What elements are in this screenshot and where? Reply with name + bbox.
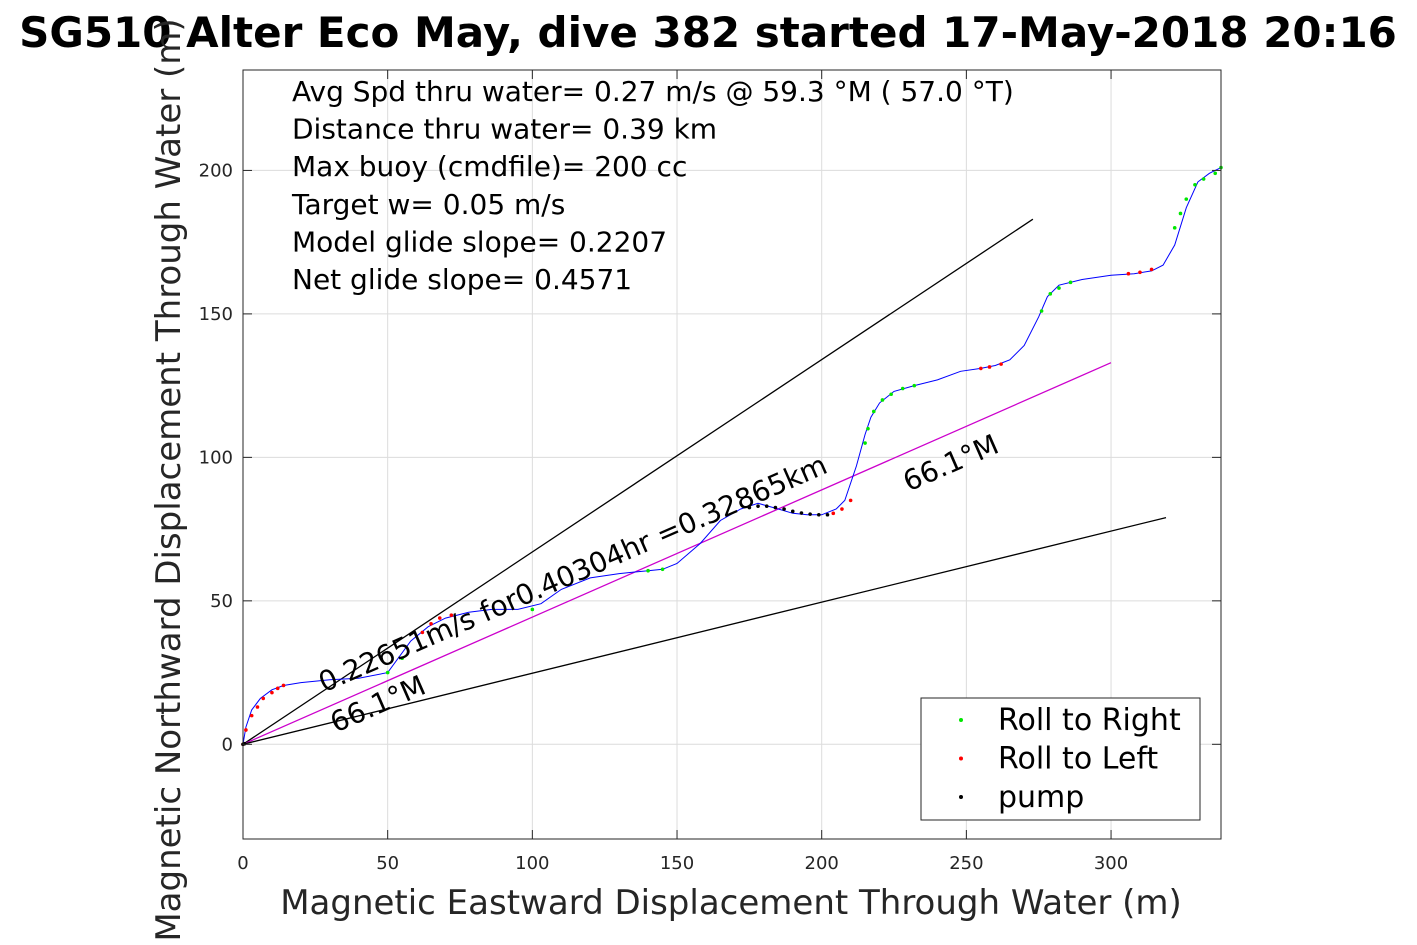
y-tick-label: 100 [199,447,233,468]
marker-pump [773,505,778,510]
x-axis-label: Magnetic Eastward Displacement Through W… [280,883,1182,923]
marker-roll-to-right [863,441,867,445]
x-tick-label: 0 [237,853,248,874]
reference-lines [242,218,1167,745]
marker-pump [747,505,752,510]
marker-roll-to-right [400,656,404,661]
marker-roll-to-left [987,365,992,369]
y-tick-label: 150 [199,304,233,325]
marker-roll-to-right [1193,182,1197,187]
marker-roll-to-right [1039,309,1044,313]
x-tick-label: 250 [949,853,983,874]
marker-roll-to-right [1057,286,1061,290]
marker-roll-to-right [1184,197,1189,201]
series-markers [241,165,1223,747]
marker-roll-to-right [646,568,650,573]
plot-frame [242,69,1222,840]
reference-line-lower-bound [242,516,1167,745]
marker-roll-to-left [840,507,844,511]
marker-pump [764,504,769,508]
info-line-1: Avg Spd thru water= 0.27 m/s @ 59.3 °M (… [292,75,1014,108]
marker-roll-to-left [275,686,280,691]
marker-roll-to-right [900,386,905,391]
info-line-2: Distance thru water= 0.39 km [292,113,717,146]
y-tick-label: 0 [222,734,233,755]
x-tick-label: 200 [805,853,839,874]
marker-roll-to-right [1068,280,1073,285]
marker-roll-to-left [429,621,433,626]
marker-roll-to-left [249,713,254,718]
legend-label-pump: pump [998,780,1084,815]
x-tick-label: 300 [1094,853,1128,874]
marker-roll-to-right [530,607,535,612]
y-axis-label: Magnetic Northward Displacement Through … [149,18,189,941]
info-line-6: Net glide slope= 0.4571 [292,263,632,296]
marker-pump [799,511,804,515]
info-line-3: Max buoy (cmdfile)= 200 cc [292,150,687,183]
info-block: Avg Spd thru water= 0.27 m/s @ 59.3 °M (… [291,75,1014,296]
marker-roll-to-right [871,409,876,414]
marker-roll-to-left [1149,267,1154,272]
marker-roll-to-right [912,383,917,388]
legend-marker-pump [959,795,963,799]
marker-roll-to-left [281,683,286,688]
chart-title: SG510 Alter Eco May, dive 382 started 17… [19,8,1397,57]
marker-pump [782,507,786,511]
marker-pump [790,509,795,514]
x-tick-label: 100 [515,853,549,874]
marker-roll-to-left [831,511,836,516]
marker-roll-to-right [880,398,885,402]
marker-roll-to-right [1048,292,1053,296]
info-line-5: Model glide slope= 0.2207 [292,225,667,258]
marker-roll-to-right [660,567,665,572]
x-tick-label: 150 [660,853,694,874]
marker-roll-to-right [889,392,893,397]
marker-roll-to-right [385,670,390,675]
marker-roll-to-left [270,690,274,695]
marker-roll-to-left [1138,270,1142,275]
marker-roll-to-left [979,366,983,371]
marker-roll-to-right [1213,171,1218,176]
marker-roll-to-left [449,613,454,617]
axis-ticks: 0 50 100 150 200 250 300 0 50 100 150 200 [199,70,1221,874]
marker-roll-to-right [866,426,870,431]
legend-label-roll-to-left: Roll to Left [998,742,1158,777]
reference-line-upper-bound [242,218,1034,745]
marker-roll-to-right [1178,211,1183,216]
marker-roll-to-left [1126,271,1131,276]
x-tick-label: 50 [376,853,399,874]
marker-pump [825,512,830,517]
marker-roll-to-left [244,728,248,732]
marker-roll-to-right [1172,226,1177,230]
marker-roll-to-right [1201,177,1206,181]
info-line-4: Target w= 0.05 m/s [291,188,565,221]
y-tick-label: 200 [199,160,233,181]
marker-roll-to-left [261,696,266,701]
reference-line-heading-line [242,362,1112,745]
y-tick-label: 50 [210,591,233,612]
marker-roll-to-left [420,630,425,635]
legend-label-roll-to-right: Roll to Right [998,703,1181,738]
legend-marker-roll-to-left [959,756,963,761]
legend-marker-roll-to-right [959,718,963,722]
marker-pump [817,512,821,517]
marker-roll-to-left [437,616,442,620]
marker-roll-to-left [999,362,1003,366]
marker-roll-to-left [255,705,260,709]
marker-pump [808,512,812,516]
legend-box [920,697,1201,821]
marker-pump [756,504,760,508]
marker-roll-to-left [848,498,853,503]
